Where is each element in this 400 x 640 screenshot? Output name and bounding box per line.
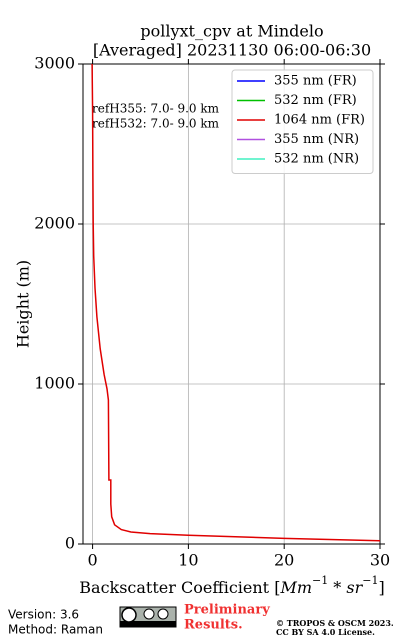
method: Method: Raman xyxy=(8,623,103,637)
y-tick-label: 3000 xyxy=(34,54,75,73)
plot-frame xyxy=(82,63,381,545)
x-label-part: Backscatter Coefficient [ xyxy=(79,578,280,597)
y-tick-label: 2000 xyxy=(34,214,75,233)
status: Results. xyxy=(184,618,243,633)
x-label-part: ] xyxy=(378,578,384,597)
chart-subtitle: [Averaged] 20231130 06:00-06:30 xyxy=(93,41,371,60)
legend-label: 532 nm (NR) xyxy=(274,152,359,167)
x-tick-label: 0 xyxy=(87,551,97,570)
legend-label: 355 nm (FR) xyxy=(274,74,357,89)
y-tick-label: 1000 xyxy=(34,374,75,393)
legend-label: 355 nm (NR) xyxy=(274,132,359,147)
y-tick-label: 0 xyxy=(65,534,75,553)
x-tick-label: 20 xyxy=(274,551,294,570)
x-axis-label: Backscatter Coefficient [Mm−1 * sr−1] xyxy=(79,574,384,597)
y-axis-label: Height (m) xyxy=(14,260,33,348)
license: CC BY SA 4.0 License. xyxy=(276,627,375,637)
annotation: refH355: 7.0- 9.0 km xyxy=(92,102,220,116)
license: © TROPOS & OSCM 2023. xyxy=(276,618,394,628)
annotation: refH532: 7.0- 9.0 km xyxy=(92,117,220,131)
chart-title: pollyxt_cpv at Mindelo xyxy=(140,22,323,41)
x-label-part: −1 xyxy=(362,574,378,587)
version: Version: 3.6 xyxy=(8,608,79,622)
legend-label: 1064 nm (FR) xyxy=(274,113,365,128)
x-tick-label: 30 xyxy=(370,551,390,570)
x-label-part: sr xyxy=(346,578,363,597)
status: Preliminary xyxy=(184,603,270,618)
x-tick-label: 10 xyxy=(178,551,198,570)
x-label-part: * xyxy=(328,578,346,597)
cc-badge xyxy=(119,606,177,628)
profile-line xyxy=(91,64,380,542)
legend-label: 532 nm (FR) xyxy=(274,93,357,108)
legend-box xyxy=(231,69,374,174)
x-label-part: Mm xyxy=(279,578,312,597)
x-label-part: −1 xyxy=(312,574,328,587)
